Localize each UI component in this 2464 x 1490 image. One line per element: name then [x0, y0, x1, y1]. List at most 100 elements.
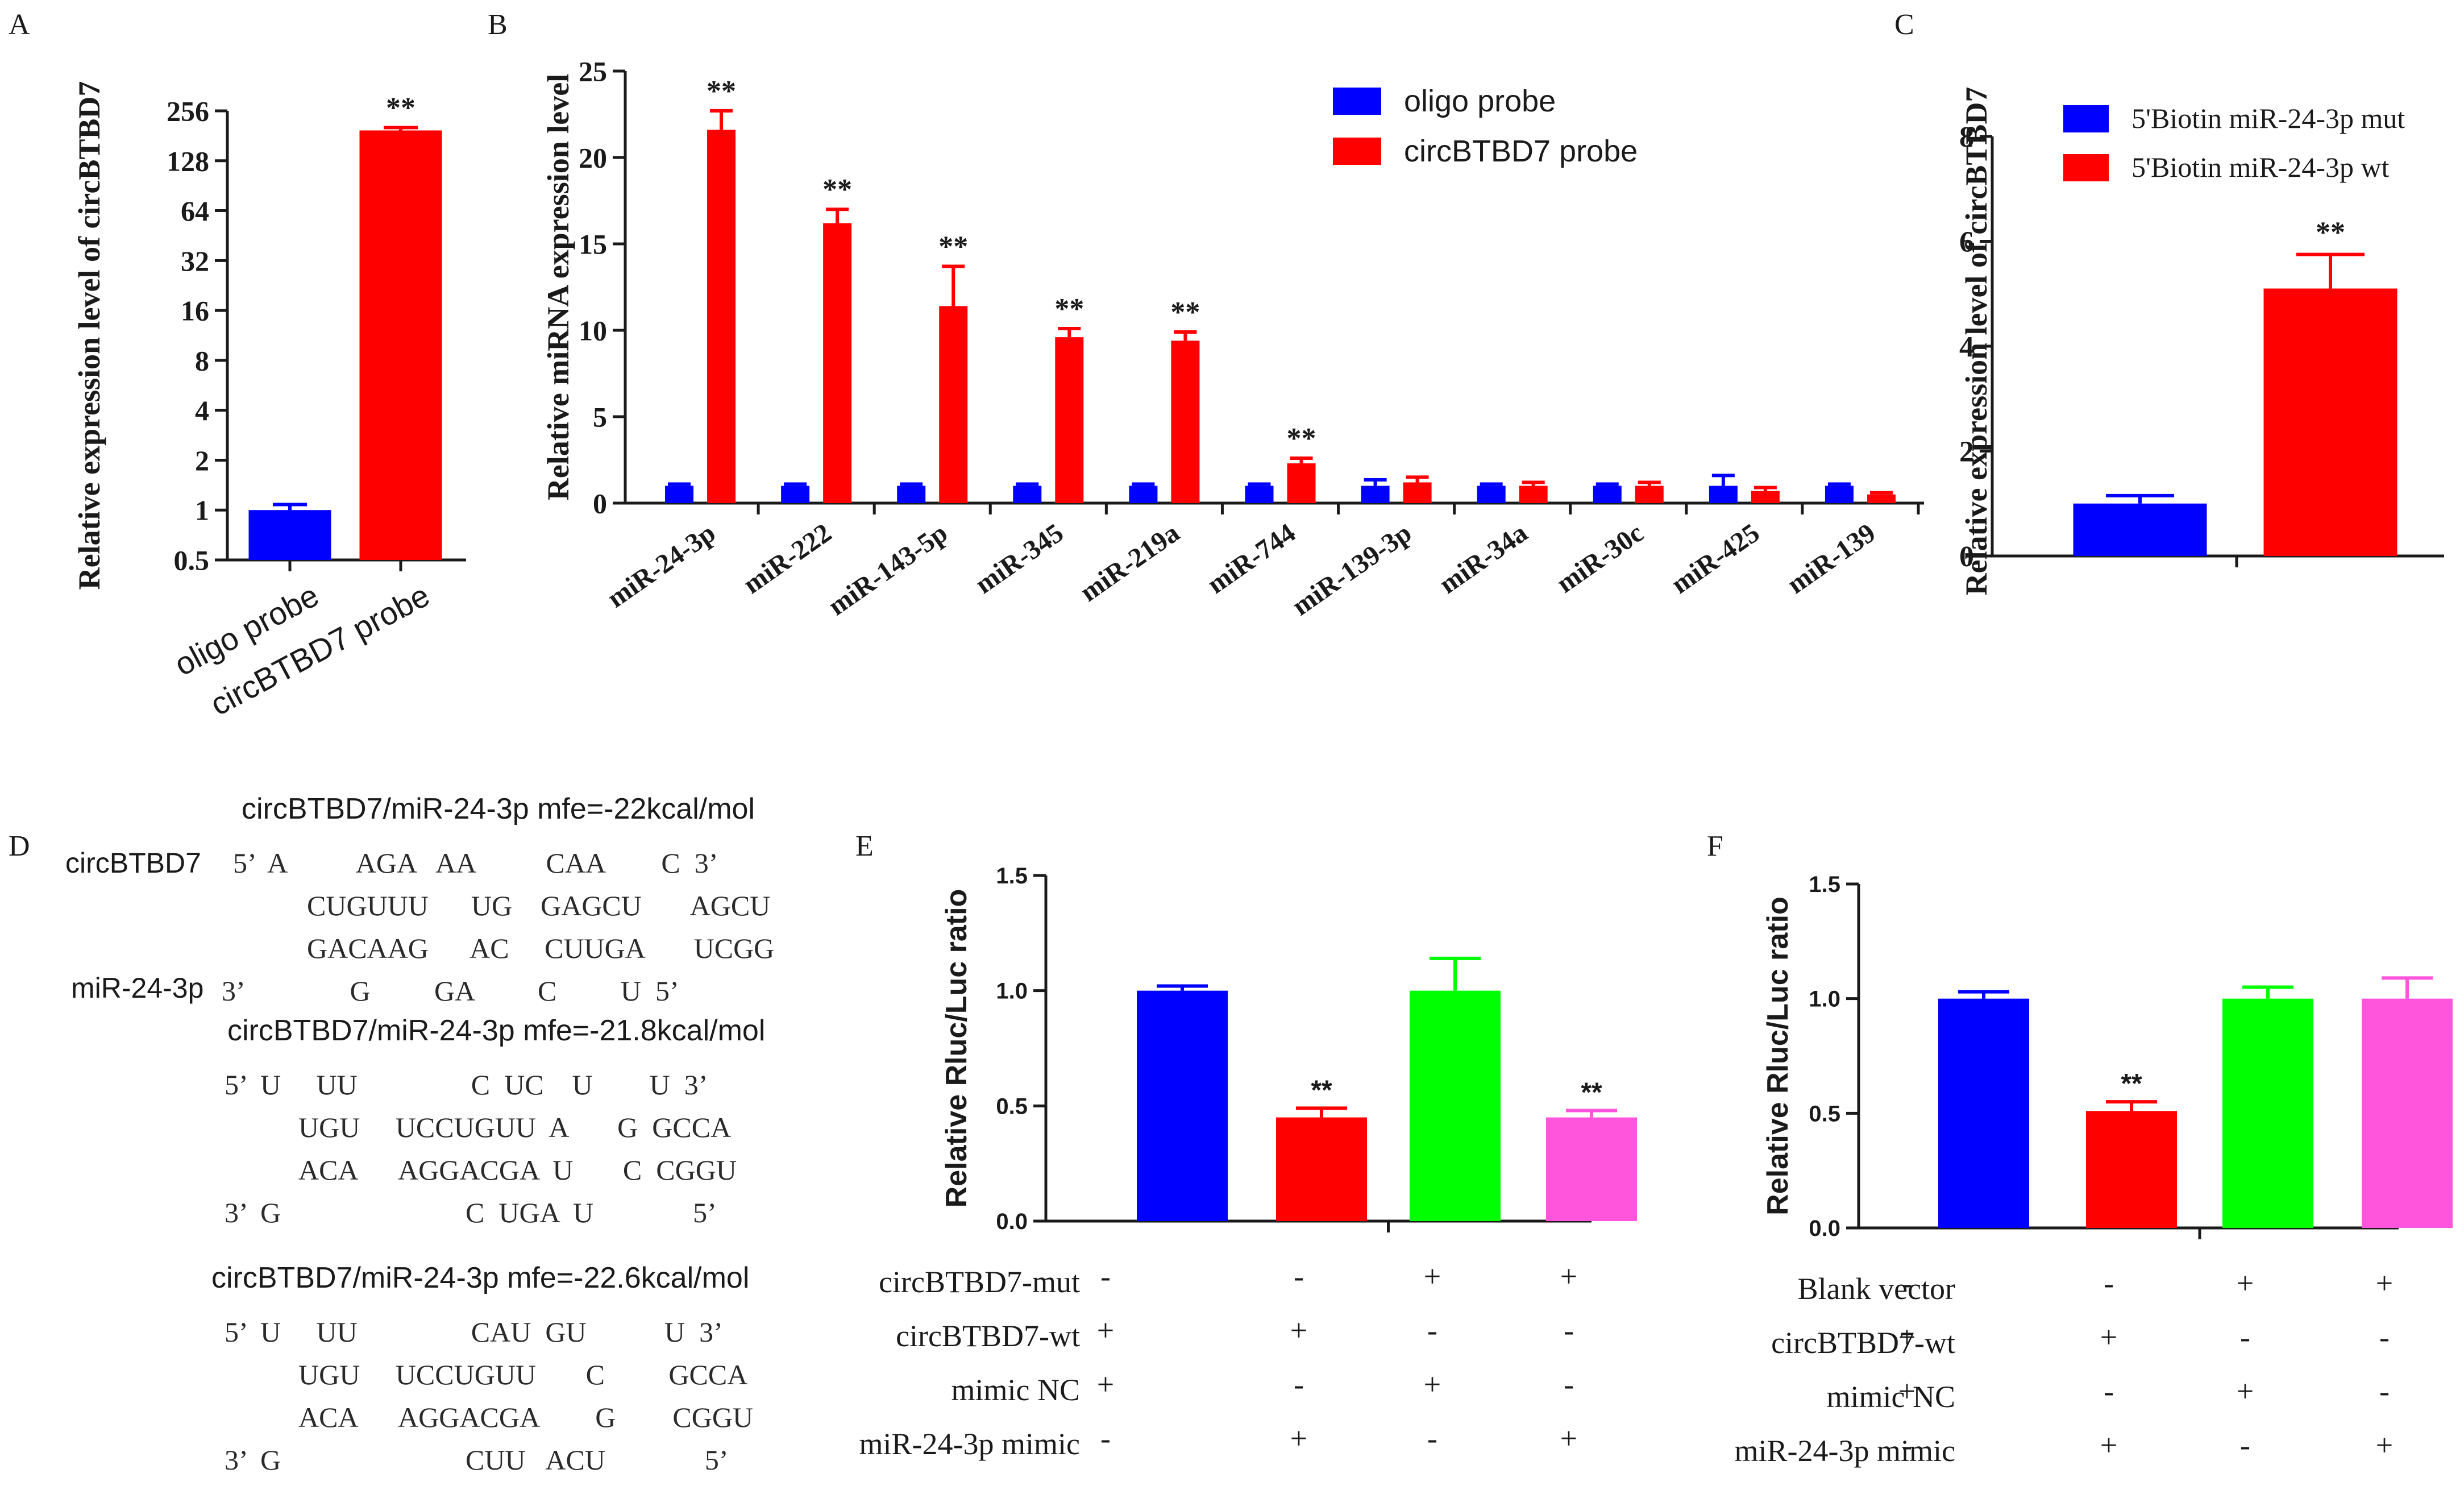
panel-f-condition-mark: +	[2237, 1374, 2254, 1408]
panel-a-ylabel: Relative expression level of circBTBD7	[72, 81, 106, 590]
panel-b-legend-label: circBTBD7 probe	[1404, 134, 1638, 168]
panel-e-y-tick-label: 1.0	[996, 979, 1028, 1004]
panel-f-bar	[2362, 998, 2453, 1228]
panel-b-significance: **	[707, 75, 736, 107]
panel-f-chart: F Relative Rluc/Luc ratio 0.0 0.5 1.0 1.5 *…	[1707, 830, 2453, 1468]
panel-f-bars: **	[1938, 976, 2453, 1228]
panel-c-legend-swatch	[2063, 154, 2109, 181]
panel-a-y-tick-label: 4	[195, 395, 209, 426]
panel-b-x-label: miR-139	[1782, 518, 1881, 600]
panel-e-y-tick-label: 0.0	[996, 1209, 1028, 1234]
panel-e-ylabel: Relative Rluc/Luc ratio	[940, 889, 973, 1208]
panel-c-significance: **	[2316, 217, 2345, 249]
panel-b-bar	[1245, 485, 1274, 503]
panel-b-y-tick-label: 15	[579, 229, 607, 260]
panel-e-bar	[1137, 990, 1228, 1221]
panel-b-significance: **	[822, 173, 852, 206]
panel-f-condition-mark: +	[2100, 1320, 2117, 1354]
panel-e-condition-label: mimic NC	[951, 1373, 1081, 1407]
panel-e-condition-mark: -	[1294, 1259, 1304, 1293]
panel-b-x-label: miR-143-5p	[822, 518, 953, 622]
panel-e-label: E	[855, 830, 874, 862]
panel-a-y-tick-label: 2	[195, 445, 209, 476]
panel-d-sequence-line: UGU UCCUGUU C GCCA	[298, 1359, 747, 1391]
panel-d-mfe-title: circBTBD7/miR-24-3p mfe=-22kcal/mol	[242, 792, 755, 825]
panel-d-sequence-line: 5’ U UU CAU GU U 3’	[225, 1316, 723, 1348]
panel-b-bar	[939, 306, 968, 503]
panel-a-bar	[359, 130, 442, 561]
panel-b-legend-swatch	[1333, 88, 1381, 115]
panel-c-legend-label: 5'Biotin miR-24-3p wt	[2131, 151, 2390, 183]
panel-b-label: B	[488, 9, 508, 41]
panel-e-condition-label: circBTBD7-mut	[879, 1265, 1080, 1299]
panel-d-sequence-line: ACA AGGACGA U C CGGU	[298, 1154, 737, 1186]
panel-b-bar	[1635, 485, 1664, 503]
panel-e-significance: **	[1311, 1075, 1332, 1105]
panel-b-bar	[1361, 485, 1390, 503]
panel-a-y-tick-label: 1	[195, 495, 209, 526]
panel-d-sequence-line: 3’ G CUU ACU 5’	[225, 1444, 729, 1476]
panel-f-significance: **	[2121, 1069, 2142, 1099]
panel-d-sequence-line: GACAAG AC CUUGA UCGG	[307, 932, 774, 964]
panel-d-name-mir: miR-24-3p	[71, 972, 203, 1004]
panel-a-y-tick-label: 32	[181, 245, 209, 277]
panel-d-sequence-line: UGU UCCUGUU A G GCCA	[298, 1111, 731, 1143]
panel-e-bars: ** **	[1137, 956, 1637, 1221]
panel-e-condition-mark: +	[1424, 1367, 1441, 1401]
panel-b-bar	[1477, 485, 1506, 503]
panel-e-condition-label: circBTBD7-wt	[896, 1319, 1080, 1353]
panel-c-y-tick-label: 0	[1959, 541, 1974, 573]
panel-b-x-label: miR-219a	[1075, 518, 1185, 608]
panel-f-y-tick-label: 0.5	[1809, 1101, 1840, 1126]
panel-e-condition-mark: -	[1100, 1421, 1111, 1455]
panel-e-condition-table: circBTBD7-mut - - + +circBTBD7-wt + + - -mimic N…	[859, 1259, 1578, 1461]
panel-b-significance: **	[1054, 293, 1084, 325]
panel-e-condition-mark: -	[1427, 1421, 1437, 1455]
panel-b-bar	[1287, 463, 1316, 503]
panel-b-bar	[1593, 485, 1622, 503]
panel-c-bars: **	[2073, 217, 2397, 556]
panel-e-bar	[1410, 990, 1501, 1221]
panel-d-sequence-line: 5’ U UU C UC U U 3’	[225, 1069, 708, 1101]
panel-b-bar	[1055, 337, 1084, 503]
panel-e-y-tick-label: 1.5	[996, 864, 1028, 889]
panel-c-y-tick-label: 6	[1959, 226, 1974, 259]
panel-e-condition-label: miR-24-3p mimic	[859, 1427, 1080, 1461]
panel-b-legend-label: oligo probe	[1404, 84, 1556, 118]
panel-d-sequence-line: 5’ A AGA AA CAA C 3’	[233, 847, 718, 879]
panel-e-bar	[1546, 1117, 1637, 1221]
panel-b-chart: B Relative miRNA expression level 0 5 10 15…	[488, 9, 1924, 621]
panel-d-blocks: circBTBD7/miR-24-3p mfe=-22kcal/mol circB…	[65, 792, 774, 1476]
panel-d-label: D	[9, 830, 30, 862]
panel-a-y-tick-label: 256	[167, 96, 209, 127]
panel-b-y-tick-label: 20	[579, 142, 607, 174]
panel-e-significance: **	[1581, 1077, 1602, 1107]
panel-f-condition-label: miR-24-3p mimic	[1735, 1434, 1955, 1468]
panel-b-bars: ** ** ** ** ** **	[665, 75, 1896, 504]
panel-b-bar	[1751, 491, 1780, 503]
panel-b-bar	[1171, 341, 1200, 503]
panel-a-bars: **	[248, 92, 442, 561]
panel-d-mfe-title: circBTBD7/miR-24-3p mfe=-21.8kcal/mol	[227, 1014, 765, 1047]
panel-e-condition-mark: -	[1294, 1367, 1304, 1401]
panel-c-bar	[2263, 288, 2397, 556]
panel-f-condition-mark: +	[1898, 1320, 1915, 1354]
panel-c-legend-swatch	[2063, 105, 2109, 132]
panel-b-x-label: miR-222	[738, 518, 837, 600]
panel-b-bar	[1519, 485, 1548, 503]
panel-f-y-tick-label: 1.5	[1809, 872, 1840, 897]
panel-b-ylabel: Relative miRNA expression level	[541, 74, 575, 500]
panel-d-sequences: D circBTBD7/miR-24-3p mfe=-22kcal/molcir…	[9, 792, 774, 1476]
panel-b-y-tick-label: 0	[593, 488, 607, 520]
panel-c-ylabel: Relative expression level of circBTBD7	[1959, 87, 1993, 596]
panel-f-condition-mark: -	[2240, 1428, 2250, 1462]
panel-a-y-tick-label: 8	[195, 345, 209, 376]
panel-d-sequence-line: 3’ G GA C U 5’	[222, 975, 679, 1007]
panel-f-condition-label: Blank vector	[1798, 1272, 1955, 1306]
panel-b-y-tick-label: 25	[579, 56, 607, 88]
panel-c-legend: 5'Biotin miR-24-3p mut 5'Biotin miR-24-3p…	[2063, 102, 2405, 183]
panel-a-chart: A Relative expression level of circBTBD7…	[9, 9, 466, 723]
panel-f-condition-mark: -	[1902, 1428, 1912, 1462]
panel-e-chart: E Relative Rluc/Luc ratio 0.0 0.5 1.0 1.5 *…	[855, 830, 1637, 1461]
